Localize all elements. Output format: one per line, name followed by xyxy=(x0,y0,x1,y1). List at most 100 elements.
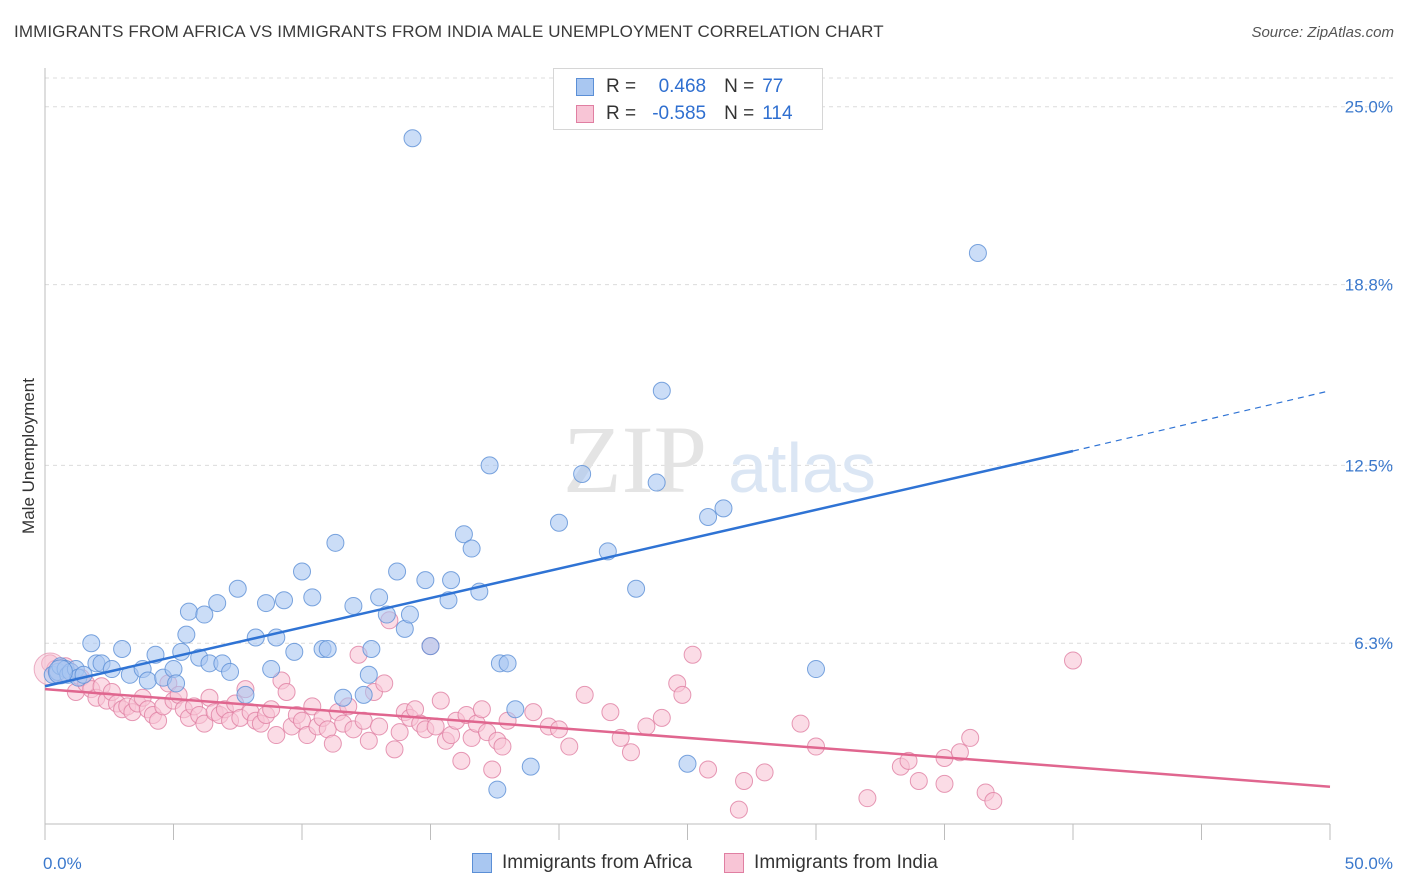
y-tick-label: 12.5% xyxy=(1345,456,1393,475)
africa-point xyxy=(652,381,671,400)
africa-point xyxy=(354,685,373,704)
africa-point xyxy=(442,571,461,590)
india-point xyxy=(262,700,281,719)
india-point xyxy=(858,789,877,808)
africa-point xyxy=(498,654,517,673)
y-axis-label: Male Unemployment xyxy=(19,378,38,534)
india-point xyxy=(267,726,286,745)
africa-point xyxy=(480,456,499,475)
legend-n-label: N = xyxy=(724,76,755,97)
india-point xyxy=(277,683,296,702)
africa-point xyxy=(334,688,353,707)
africa-point xyxy=(167,674,186,693)
africa-point xyxy=(506,700,525,719)
india-point xyxy=(935,774,954,793)
africa-point xyxy=(359,665,378,684)
stats-legend: R = 0.468 N = 77 R = -0.585 N = 114 xyxy=(553,68,823,130)
india-point xyxy=(755,763,774,782)
india-point xyxy=(370,717,389,736)
india-point xyxy=(601,703,620,722)
india-point xyxy=(637,717,656,736)
africa-point xyxy=(421,637,440,656)
india-point xyxy=(899,751,918,770)
africa-point xyxy=(285,642,304,661)
axes xyxy=(44,68,1331,840)
legend-swatch-africa xyxy=(576,78,594,96)
legend-label-africa: Immigrants from Africa xyxy=(502,852,693,873)
africa-point xyxy=(647,473,666,492)
legend-item-africa[interactable]: Immigrants from Africa xyxy=(472,852,692,874)
india-point xyxy=(431,691,450,710)
india-point xyxy=(385,740,404,759)
legend-swatch-india xyxy=(576,105,594,123)
africa-point xyxy=(714,499,733,518)
gridlines xyxy=(45,77,1395,644)
series-africa-points xyxy=(43,129,987,799)
india-point xyxy=(984,792,1003,811)
india-point xyxy=(909,771,928,790)
legend-row-africa: R = 0.468 N = 77 xyxy=(576,74,783,100)
africa-point xyxy=(403,129,422,148)
legend-label-india: Immigrants from India xyxy=(754,852,938,873)
africa-point xyxy=(678,754,697,773)
y-tick-label: 18.8% xyxy=(1345,276,1393,295)
africa-point xyxy=(344,596,363,615)
india-point xyxy=(683,645,702,664)
africa-point xyxy=(275,591,294,610)
africa-point xyxy=(488,780,507,799)
africa-point xyxy=(968,244,987,263)
africa-point xyxy=(521,757,540,776)
africa-point xyxy=(257,594,276,613)
watermark-atlas: atlas xyxy=(728,429,876,507)
legend-item-india[interactable]: Immigrants from India xyxy=(724,852,938,874)
india-point xyxy=(472,700,491,719)
tick-labels: 6.3% 12.5% 18.8% 25.0% 0.0% 50.0% xyxy=(43,98,1393,873)
africa-point xyxy=(303,588,322,607)
africa-point xyxy=(699,507,718,526)
legend-r-label: R = xyxy=(606,76,637,97)
africa-point xyxy=(179,602,198,621)
trend-lines xyxy=(44,390,1331,788)
africa-point xyxy=(416,571,435,590)
india-point xyxy=(323,734,342,753)
india-point xyxy=(950,743,969,762)
africa-point xyxy=(82,634,101,653)
africa-trend-extension xyxy=(1072,390,1331,452)
watermark: ZIP atlas xyxy=(563,406,876,513)
india-point xyxy=(621,743,640,762)
india-point xyxy=(699,760,718,779)
legend-r-label: R = xyxy=(606,103,637,124)
africa-point xyxy=(208,594,227,613)
india-point xyxy=(560,737,579,756)
africa-point xyxy=(400,605,419,624)
africa-point xyxy=(550,513,568,532)
watermark-zip: ZIP xyxy=(563,406,707,513)
india-point xyxy=(961,728,980,747)
africa-point xyxy=(318,639,337,658)
africa-point xyxy=(195,605,214,624)
legend-n-value: 114 xyxy=(762,103,793,124)
india-trend-line xyxy=(44,687,1331,788)
legend-n-value: 77 xyxy=(762,76,784,97)
africa-point xyxy=(177,625,196,644)
india-point xyxy=(493,737,512,756)
africa-point xyxy=(807,660,825,679)
india-point xyxy=(791,714,810,733)
africa-point xyxy=(627,579,646,598)
india-point xyxy=(1064,651,1082,670)
legend-r-value: -0.585 xyxy=(652,103,707,124)
africa-point xyxy=(370,588,389,607)
africa-point xyxy=(573,464,592,483)
india-point xyxy=(195,714,214,733)
y-tick-label: 25.0% xyxy=(1345,98,1393,117)
africa-point xyxy=(113,639,132,658)
india-point xyxy=(575,685,594,704)
africa-point xyxy=(262,660,281,679)
africa-point xyxy=(454,525,473,544)
legend-r-value: 0.468 xyxy=(658,76,707,97)
africa-point xyxy=(138,671,157,690)
africa-point xyxy=(221,662,240,681)
india-point xyxy=(735,771,754,790)
legend-n-label: N = xyxy=(724,103,755,124)
